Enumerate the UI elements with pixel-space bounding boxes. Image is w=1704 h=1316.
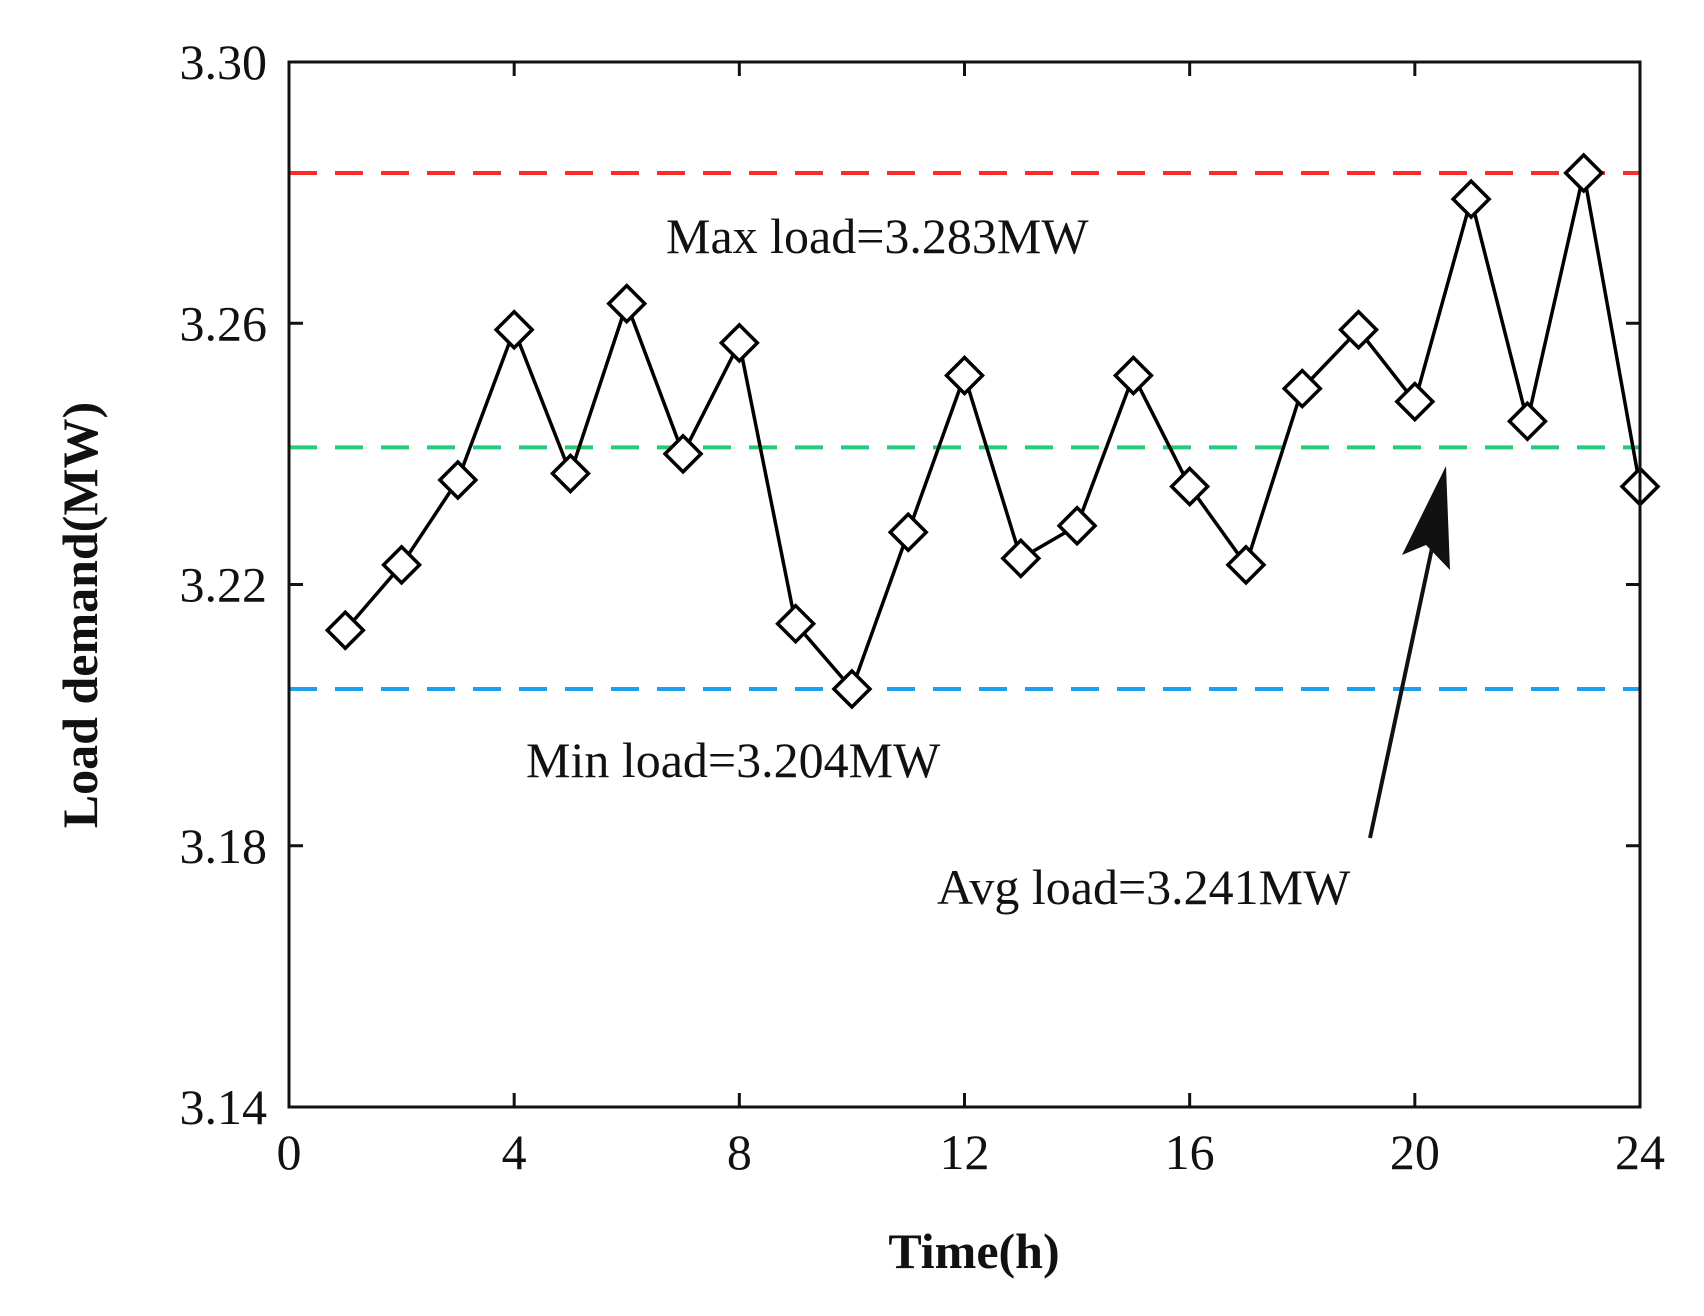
data-point-marker xyxy=(662,433,704,475)
data-point-marker xyxy=(381,544,423,586)
x-tick-label: 16 xyxy=(1165,1124,1215,1180)
y-tick-label: 3.26 xyxy=(180,295,268,351)
x-tick-label: 8 xyxy=(727,1124,752,1180)
avg-load-arrow-head xyxy=(1402,466,1450,570)
y-tick-label: 3.30 xyxy=(180,34,268,90)
data-point-marker xyxy=(1000,537,1042,579)
x-tick-label: 4 xyxy=(502,1124,527,1180)
data-point-marker xyxy=(1281,368,1323,410)
data-point-marker xyxy=(1394,381,1436,423)
series-layer xyxy=(324,152,1661,710)
y-tick-label: 3.18 xyxy=(180,818,268,874)
y-tick-label: 3.14 xyxy=(180,1079,268,1135)
x-tick-label: 24 xyxy=(1615,1124,1665,1180)
data-point-marker xyxy=(1169,466,1211,508)
data-point-marker xyxy=(1112,355,1154,396)
data-point-marker xyxy=(718,322,760,364)
avg-load-label: Avg load=3.241MW xyxy=(937,859,1351,915)
data-point-marker xyxy=(887,511,929,553)
data-point-marker xyxy=(1506,400,1548,442)
data-point-marker xyxy=(944,355,985,396)
data-point-marker xyxy=(1225,544,1267,586)
data-point-marker xyxy=(437,459,479,501)
y-tick-label: 3.22 xyxy=(180,557,268,613)
y-axis-title: Load demand(MW) xyxy=(52,402,108,828)
data-point-marker xyxy=(1563,152,1605,194)
data-point-marker xyxy=(493,309,535,351)
data-point-marker xyxy=(831,668,873,710)
data-point-marker xyxy=(1056,505,1098,547)
data-point-marker xyxy=(324,609,366,651)
x-tick-label: 12 xyxy=(940,1124,990,1180)
x-tick-label: 0 xyxy=(277,1124,302,1180)
data-point-marker xyxy=(606,283,648,325)
data-point-marker xyxy=(775,603,817,645)
reference-lines xyxy=(289,171,1640,691)
min-load-label: Min load=3.204MW xyxy=(526,732,941,788)
max-load-label: Max load=3.283MW xyxy=(666,208,1089,264)
data-point-marker xyxy=(1338,309,1380,351)
x-tick-label: 20 xyxy=(1390,1124,1440,1180)
data-point-marker xyxy=(1450,178,1492,220)
load-demand-line xyxy=(343,172,1642,693)
annotations: Max load=3.283MW Min load=3.204MW Avg lo… xyxy=(526,208,1450,915)
avg-load-arrow-shaft xyxy=(1368,519,1440,839)
x-axis-title: Time(h) xyxy=(888,1223,1059,1279)
data-point-marker xyxy=(549,452,591,494)
axis-ticks: 0 4 8 12 16 20 24 3.14 3.18 3.22 3.26 3.30 xyxy=(180,34,1666,1180)
